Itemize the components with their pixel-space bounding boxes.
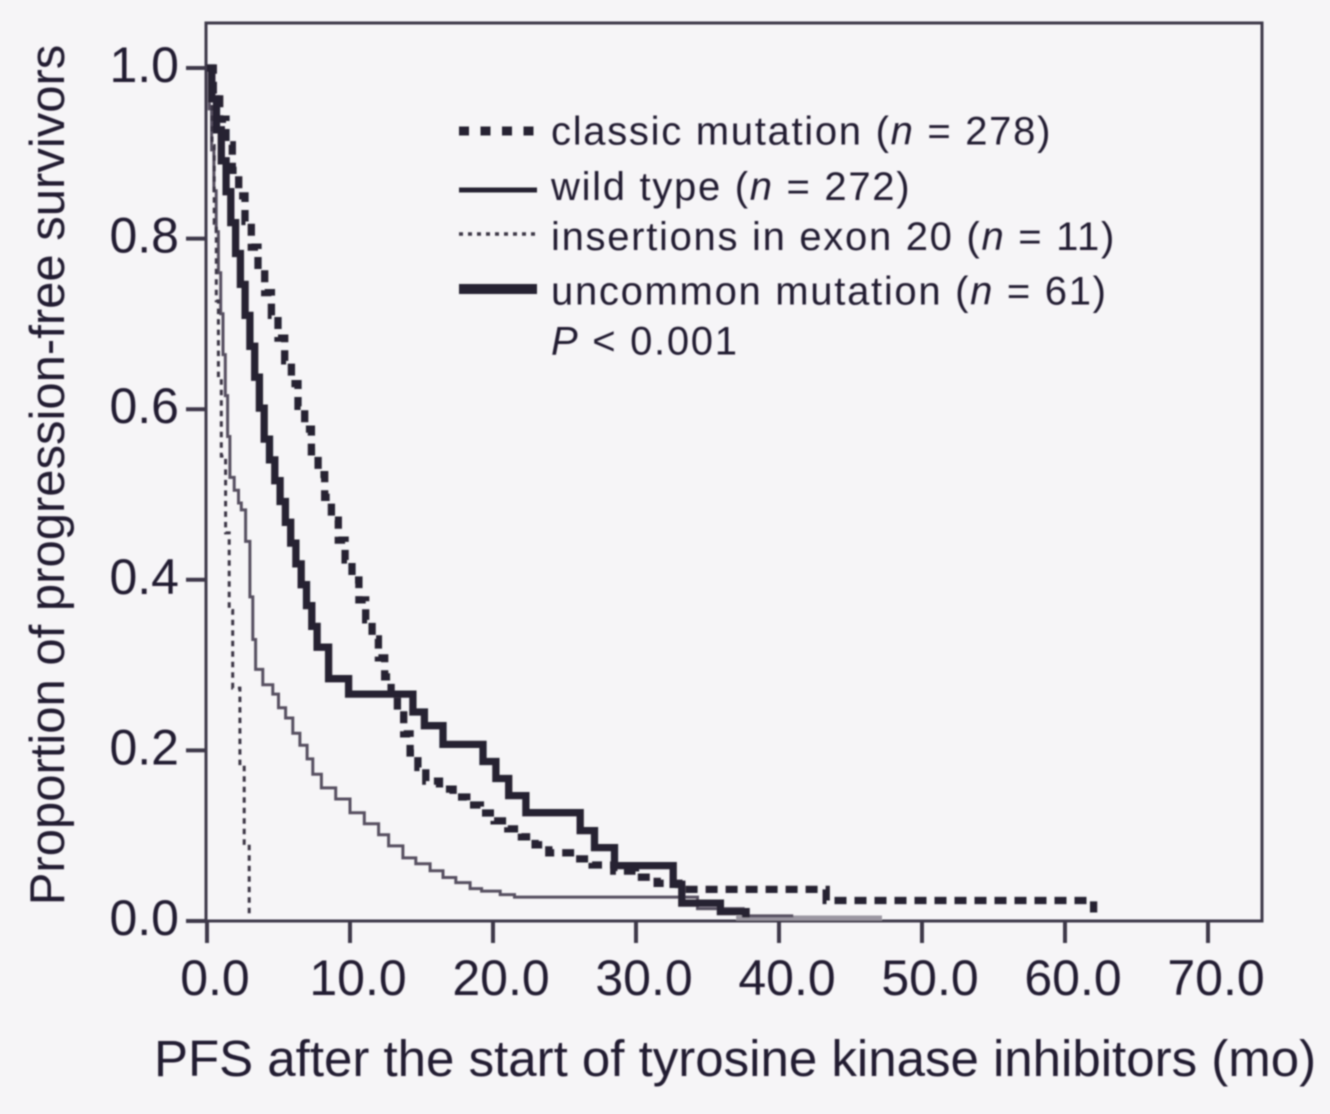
svg-text:uncommon mutation (n = 61): uncommon mutation (n = 61) [551,270,1108,314]
svg-text:wild type (n = 272): wild type (n = 272) [550,165,911,209]
svg-text:0.0: 0.0 [109,890,179,946]
svg-text:0.8: 0.8 [109,208,179,264]
svg-text:PFS after the start of tyrosin: PFS after the start of tyrosine kinase i… [154,1030,1316,1087]
svg-text:20.0: 20.0 [452,950,549,1006]
svg-text:50.0: 50.0 [881,950,978,1006]
svg-text:0.4: 0.4 [109,549,179,605]
svg-text:1.0: 1.0 [109,37,179,93]
svg-text:insertions in exon 20 (n = 11): insertions in exon 20 (n = 11) [551,215,1116,259]
svg-text:0.2: 0.2 [109,719,179,775]
svg-text:0.0: 0.0 [180,950,250,1006]
svg-text:0.6: 0.6 [109,378,179,434]
svg-text:Proportion of progression-free: Proportion of progression-free survivors [21,45,75,906]
svg-text:10.0: 10.0 [309,950,406,1006]
svg-text:40.0: 40.0 [738,950,835,1006]
svg-text:70.0: 70.0 [1167,950,1264,1006]
svg-text:classic mutation (n = 278): classic mutation (n = 278) [551,110,1052,154]
svg-text:60.0: 60.0 [1024,950,1121,1006]
svg-text:P < 0.001: P < 0.001 [551,320,739,364]
svg-text:30.0: 30.0 [595,950,692,1006]
